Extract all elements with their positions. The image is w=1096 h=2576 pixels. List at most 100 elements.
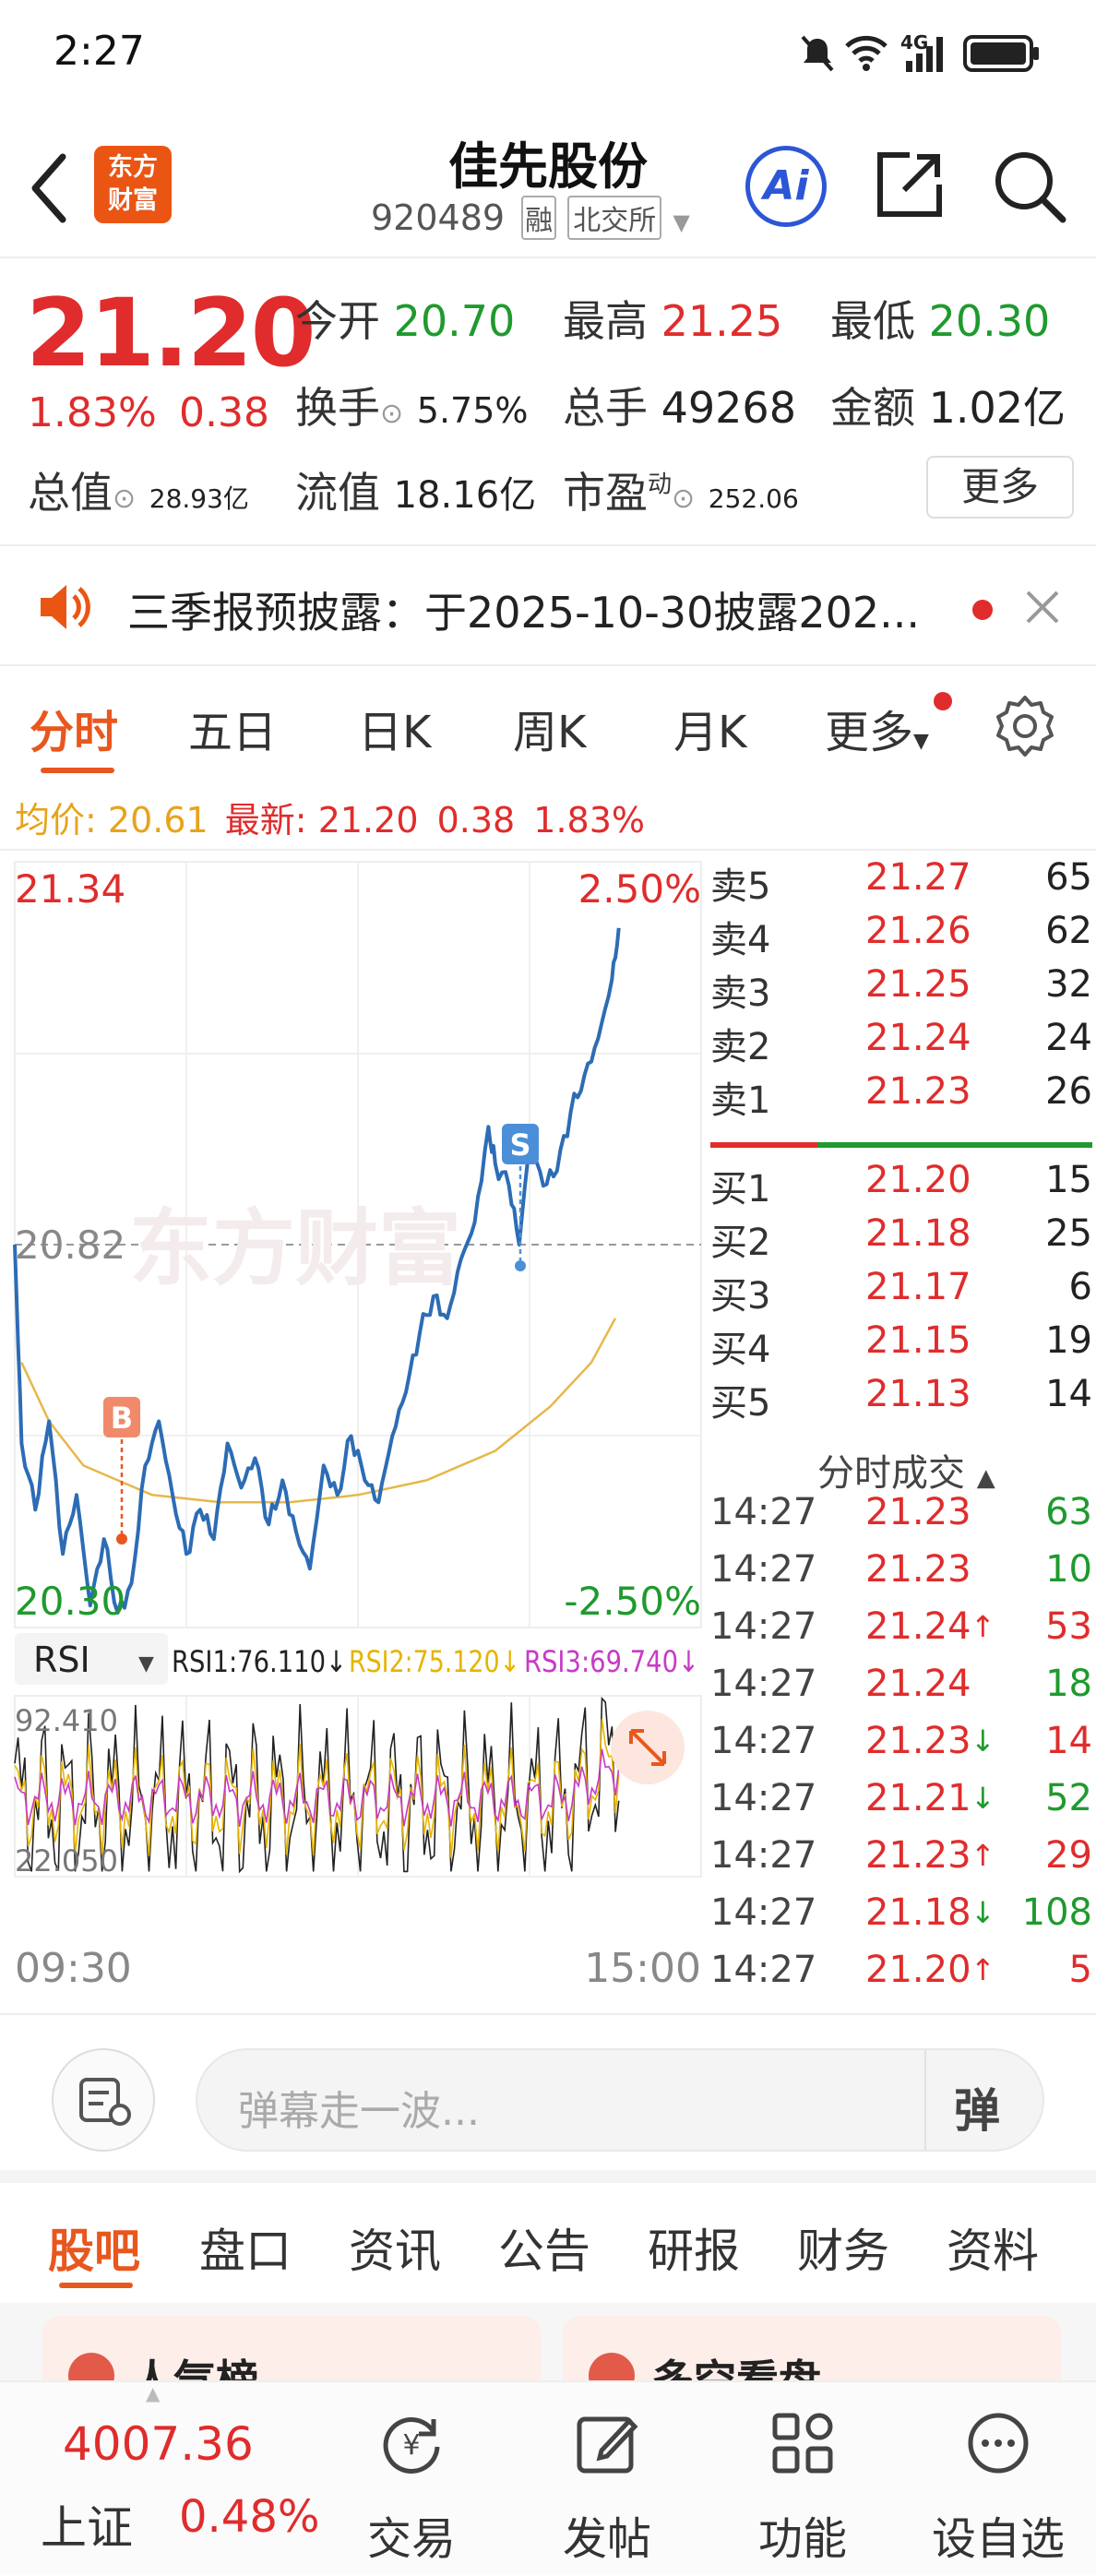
trade-arrow-icon: ↓: [971, 1723, 995, 1759]
mktcap-stat[interactable]: 总值⊙ 28.93亿: [28, 459, 249, 520]
order-book-row[interactable]: 卖2 21.24 24: [707, 1017, 1096, 1070]
book-qty: 32: [1045, 963, 1092, 1006]
tab-financials[interactable]: 财务: [797, 2224, 889, 2278]
buy-marker[interactable]: B: [103, 1397, 140, 1544]
pe-value: 252.06: [708, 483, 799, 514]
book-price: 21.23: [865, 1070, 971, 1113]
y-axis-bottom: 20.30: [15, 1579, 125, 1624]
tab-announcements[interactable]: 公告: [498, 2224, 590, 2278]
tab-handicap[interactable]: 盘口: [199, 2224, 292, 2278]
trades-title[interactable]: 分时成交 ▲: [817, 1443, 995, 1497]
tab-news[interactable]: 资讯: [349, 2224, 441, 2278]
trade-arrow-icon: ↑: [971, 1609, 995, 1644]
book-price: 21.18: [865, 1212, 971, 1255]
index-name: 上证: [41, 2501, 133, 2555]
dropdown-caret-icon: ▼: [913, 730, 929, 753]
trade-row: 14:27 21.20 ↑ 5: [707, 1949, 1096, 2006]
order-book-row[interactable]: 卖3 21.25 32: [707, 963, 1096, 1017]
order-book-row[interactable]: 卖4 21.26 62: [707, 910, 1096, 963]
pe-stat[interactable]: 市盈动⊙ 252.06: [563, 459, 799, 520]
y-axis-top: 21.34: [15, 866, 125, 912]
chart-tabs: 分时 五日 日K 周K 月K 更多▼: [0, 668, 1096, 788]
trade-arrow-icon: ↓: [971, 1895, 995, 1930]
tab-monthly-k[interactable]: 月K: [673, 707, 747, 758]
stock-title: 佳先股份: [448, 137, 648, 196]
order-book-row[interactable]: 买4 21.15 19: [707, 1319, 1096, 1373]
trade-qty: 10: [1045, 1548, 1092, 1591]
danmu-settings-button[interactable]: [52, 2048, 155, 2152]
caret-up-icon: ▲: [976, 1464, 995, 1492]
danmu-send-button[interactable]: 弹: [954, 2084, 1000, 2138]
rsi3-value: RSI3:69.740↓: [524, 1644, 699, 1679]
tab-profile[interactable]: 资料: [947, 2224, 1039, 2278]
change-percent: 1.83%: [28, 389, 157, 436]
trade-time: 14:27: [710, 1605, 817, 1648]
order-book-row[interactable]: 买1 21.20 15: [707, 1159, 1096, 1212]
tab-more-dot: [934, 692, 952, 710]
battery-icon: [963, 35, 1039, 72]
share-icon[interactable]: [873, 148, 947, 221]
card-long-short[interactable]: 多空看盘: [563, 2316, 1061, 2380]
notice-bar[interactable]: 三季报预披露：于2025-10-30披露202...: [0, 546, 1096, 666]
card-popularity[interactable]: 人气榜: [42, 2316, 541, 2380]
order-book-row[interactable]: 卖1 21.23 26: [707, 1070, 1096, 1124]
high-label: 最高: [563, 296, 648, 346]
tab-daily-k[interactable]: 日K: [358, 707, 432, 758]
nav-watchlist[interactable]: 设自选: [924, 2382, 1072, 2576]
close-icon[interactable]: [1022, 587, 1063, 627]
book-qty: 62: [1045, 910, 1092, 952]
intraday-chart[interactable]: 东方财富 B S 21.34 20.82 20.30 2.50% -2.50% …: [0, 853, 707, 2015]
popularity-icon: [68, 2353, 114, 2380]
tab-five-day[interactable]: 五日: [188, 707, 278, 758]
turnover-stat[interactable]: 换手⊙ 5.75%: [295, 375, 528, 435]
search-icon[interactable]: [991, 148, 1068, 225]
stock-subtitle[interactable]: 920489 融 北交所 ▼: [371, 196, 690, 242]
tab-forum[interactable]: 股吧: [48, 2224, 140, 2278]
info-circle-icon: ⊙: [672, 483, 696, 515]
long-short-icon: [589, 2353, 635, 2380]
trade-qty: 18: [1045, 1663, 1092, 1705]
trade-row: 14:27 21.18 ↓ 108: [707, 1891, 1096, 1949]
book-qty: 24: [1045, 1017, 1092, 1059]
book-price: 21.26: [865, 910, 971, 952]
order-book-row[interactable]: 买5 21.13 14: [707, 1373, 1096, 1426]
latest-percent: 1.83%: [533, 800, 646, 841]
tab-weekly-k[interactable]: 周K: [513, 707, 587, 758]
index-widget[interactable]: ▲ 4007.36 上证 0.48%: [37, 2382, 332, 2576]
more-dots-icon: [968, 2413, 1029, 2474]
settings-gear-icon[interactable]: [993, 694, 1057, 758]
card-popularity-label: 人气榜: [131, 2355, 258, 2380]
rsi1-line: [14, 1696, 620, 1874]
float-value: 18.16亿: [393, 474, 537, 517]
dropdown-caret-icon: ▼: [138, 1652, 154, 1676]
rsi-selector[interactable]: [15, 1633, 168, 1685]
nav-post[interactable]: 发帖: [533, 2382, 681, 2576]
tab-intraday[interactable]: 分时: [30, 707, 119, 758]
brand-logo[interactable]: 东方 财富: [94, 146, 172, 223]
nav-trade[interactable]: ¥ 交易: [338, 2382, 485, 2576]
book-price: 21.15: [865, 1319, 971, 1362]
tab-research[interactable]: 研报: [648, 2224, 740, 2278]
ai-button[interactable]: Ai: [745, 146, 827, 227]
order-book-row[interactable]: 买2 21.18 25: [707, 1212, 1096, 1266]
order-book-row[interactable]: 买3 21.17 6: [707, 1266, 1096, 1319]
order-book-row[interactable]: 卖5 21.27 65: [707, 856, 1096, 910]
danmu-input[interactable]: 弹幕走一波... 弹: [196, 2048, 1044, 2152]
sell-marker[interactable]: S: [502, 1124, 539, 1271]
trade-price: 21.23: [865, 1720, 971, 1762]
expand-icon[interactable]: [611, 1711, 685, 1784]
book-level-label: 买2: [710, 1222, 771, 1264]
nav-functions[interactable]: 功能: [729, 2382, 876, 2576]
rsi1-value: RSI1:76.110↓: [172, 1644, 347, 1679]
post-edit-icon: [577, 2416, 638, 2474]
back-arrow-icon[interactable]: [28, 151, 68, 225]
trade-qty: 52: [1045, 1777, 1092, 1819]
unread-dot: [972, 600, 993, 620]
tab-more[interactable]: 更多▼: [825, 696, 929, 760]
danmu-placeholder: 弹幕走一波...: [238, 2088, 480, 2135]
more-button[interactable]: 更多: [926, 456, 1074, 519]
book-qty: 65: [1045, 856, 1092, 899]
volume-stat: 总手 49268: [563, 375, 796, 435]
volume-label: 总手: [563, 383, 648, 433]
trade-arrow-icon: ↓: [971, 1781, 995, 1816]
